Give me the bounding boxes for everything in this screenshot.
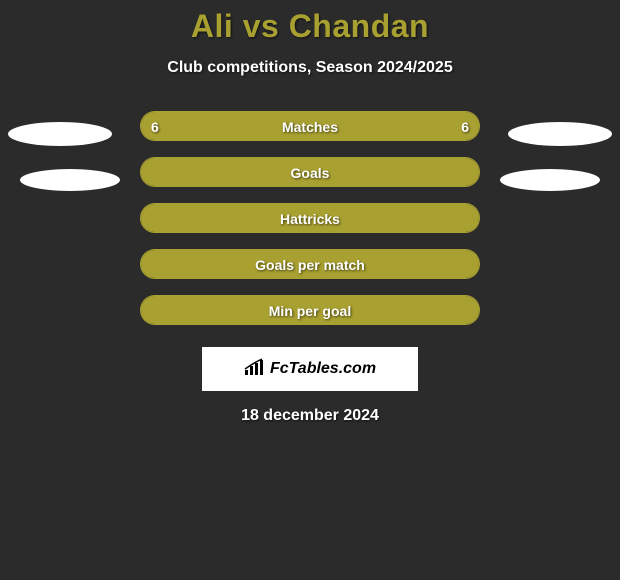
player-marker-right — [508, 122, 612, 146]
fctables-badge[interactable]: FcTables.com — [202, 347, 418, 391]
stat-row: Goals — [0, 149, 620, 195]
stat-bar: Hattricks — [140, 203, 480, 233]
stat-label: Goals — [141, 158, 479, 188]
stat-bar: Matches6 6 — [140, 111, 480, 141]
stat-label: Hattricks — [141, 204, 479, 234]
chart-icon — [244, 358, 266, 381]
player-marker-left — [8, 122, 112, 146]
badge-text: FcTables.com — [270, 360, 376, 378]
stat-label: Matches — [141, 112, 479, 142]
stat-label: Min per goal — [141, 296, 479, 326]
stat-value-right: 6 — [461, 112, 469, 142]
stat-row: Hattricks — [0, 195, 620, 241]
player-marker-left — [20, 169, 120, 191]
subtitle: Club competitions, Season 2024/2025 — [0, 59, 620, 77]
stat-bar: Goals — [140, 157, 480, 187]
stat-row: Goals per match — [0, 241, 620, 287]
stat-value-left: 6 — [151, 112, 159, 142]
date-line: 18 december 2024 — [0, 407, 620, 425]
page-title: Ali vs Chandan — [0, 0, 620, 45]
comparison-chart: Matches6 6 Goals Hattricks Goals per match Mi… — [0, 103, 620, 333]
stat-bar: Min per goal — [140, 295, 480, 325]
player-marker-right — [500, 169, 600, 191]
stat-label: Goals per match — [141, 250, 479, 280]
stat-row: Min per goal — [0, 287, 620, 333]
stat-row: Matches6 6 — [0, 103, 620, 149]
stat-bar: Goals per match — [140, 249, 480, 279]
